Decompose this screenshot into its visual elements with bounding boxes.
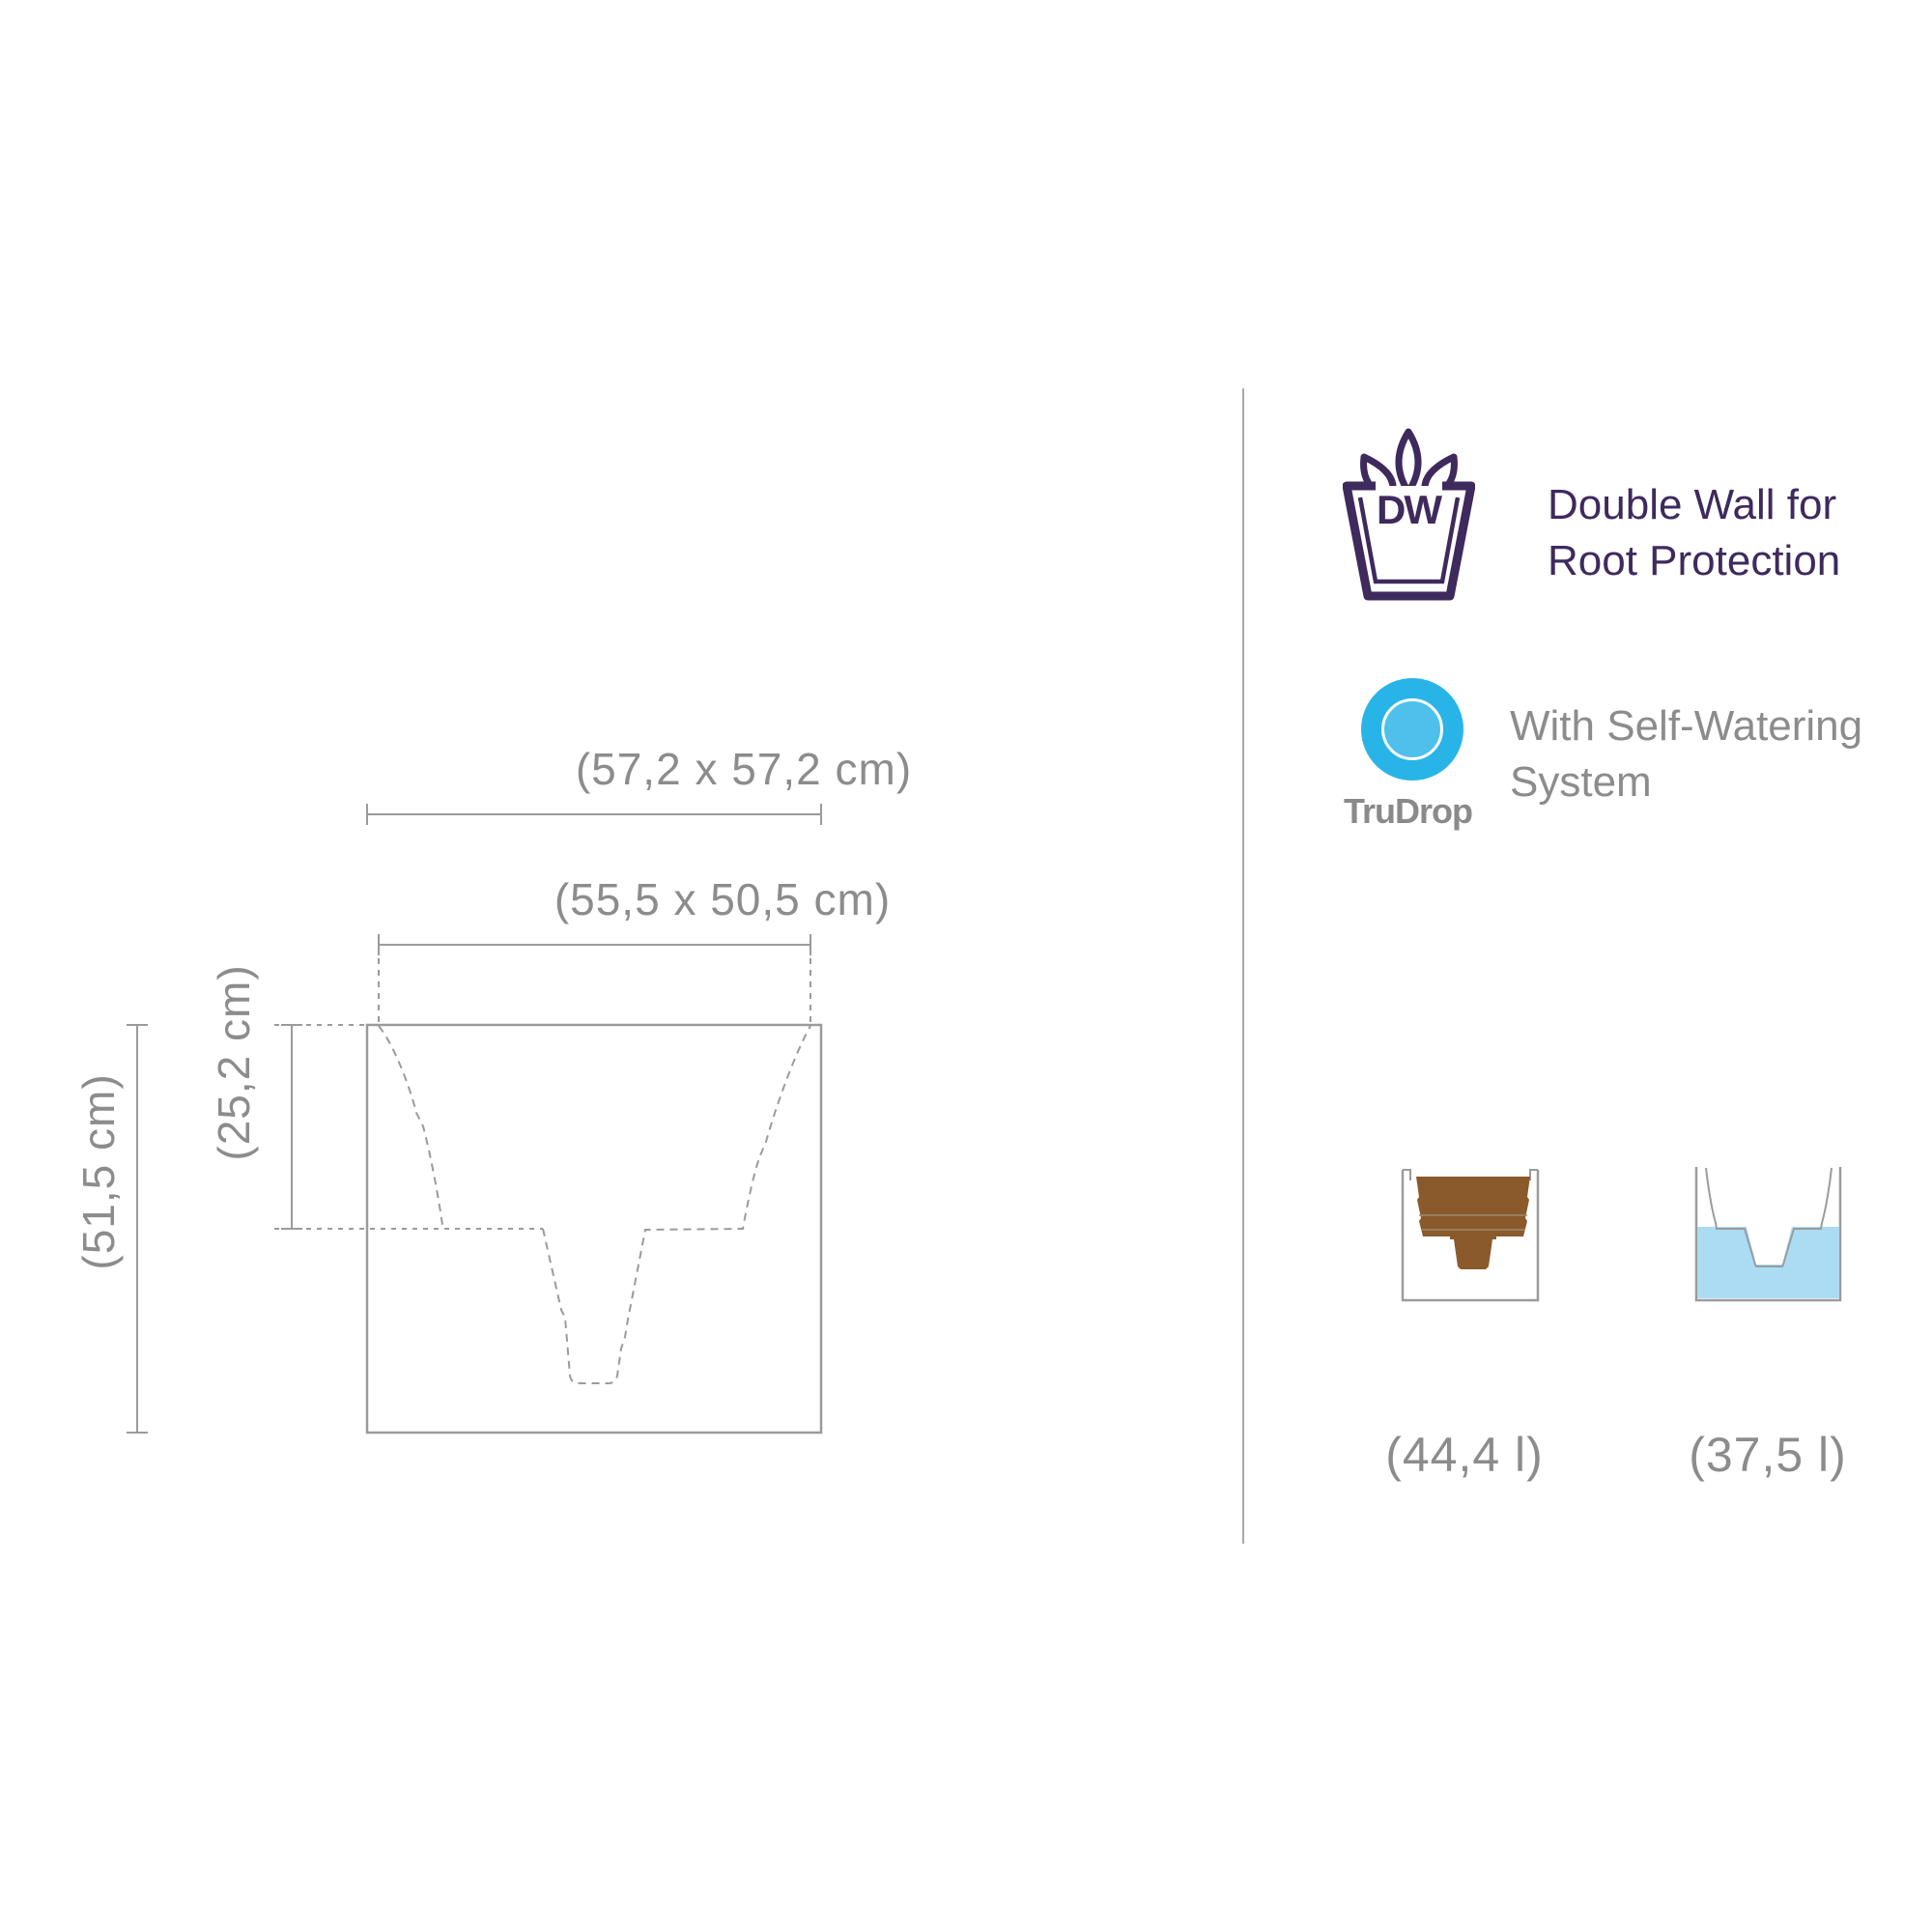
planter-outer-wall bbox=[365, 1023, 823, 1435]
planter-inner-liner bbox=[378, 1025, 811, 1384]
badge-background bbox=[1378, 490, 1439, 526]
water-volume-icon bbox=[1694, 1167, 1842, 1302]
double-wall-feature-text: Double Wall for Root Protection bbox=[1548, 477, 1840, 589]
pot-inner-wall bbox=[1357, 497, 1461, 584]
dw-badge-text: DW bbox=[1377, 487, 1442, 532]
soil-liner-steps bbox=[1419, 1214, 1527, 1231]
double-wall-line2: Root Protection bbox=[1548, 537, 1841, 584]
pot-outline bbox=[1343, 481, 1475, 601]
trudrop-icon bbox=[1361, 678, 1463, 781]
double-wall-icon: DW bbox=[1343, 428, 1475, 601]
double-wall-line1: Double Wall for bbox=[1548, 481, 1837, 528]
planting-depth-label: (25,2 cm) bbox=[209, 964, 259, 1160]
self-watering-feature-text: With Self-Watering System bbox=[1510, 698, 1862, 810]
outer-footprint-label: (57,2 x 57,2 cm) bbox=[576, 744, 912, 794]
water-liner-outline bbox=[1705, 1167, 1833, 1267]
soil-pot-lip-left bbox=[1403, 1169, 1411, 1180]
planter-cross-section-diagram: (57,2 x 57,2 cm) (55,5 x 50,5 cm) (51,5 … bbox=[73, 744, 912, 1435]
leaves-icon bbox=[1360, 428, 1458, 501]
planting-depth-dimension-line bbox=[274, 1024, 543, 1230]
soil-volume-icon bbox=[1401, 1169, 1540, 1302]
soil-volume-label: (44,4 l) bbox=[1385, 1428, 1544, 1482]
soil-pot-lip-right bbox=[1529, 1169, 1538, 1180]
water-volume-label: (37,5 l) bbox=[1689, 1428, 1847, 1482]
outer-footprint-dimension-line bbox=[366, 804, 822, 825]
planting-area-dimension-line bbox=[378, 934, 811, 1025]
trudrop-icon-inner-ring bbox=[1381, 698, 1443, 760]
total-height-label: (51,5 cm) bbox=[73, 1073, 124, 1269]
water-shape bbox=[1697, 1227, 1839, 1298]
trudrop-brand-label: TruDrop bbox=[1344, 791, 1473, 831]
self-watering-line1: With Self-Watering bbox=[1510, 702, 1863, 750]
planting-area-label: (55,5 x 50,5 cm) bbox=[554, 874, 891, 924]
self-watering-line2: System bbox=[1510, 758, 1652, 806]
soil-shape bbox=[1410, 1177, 1530, 1269]
section-divider bbox=[1242, 388, 1244, 1544]
total-height-dimension-line bbox=[127, 1024, 148, 1434]
